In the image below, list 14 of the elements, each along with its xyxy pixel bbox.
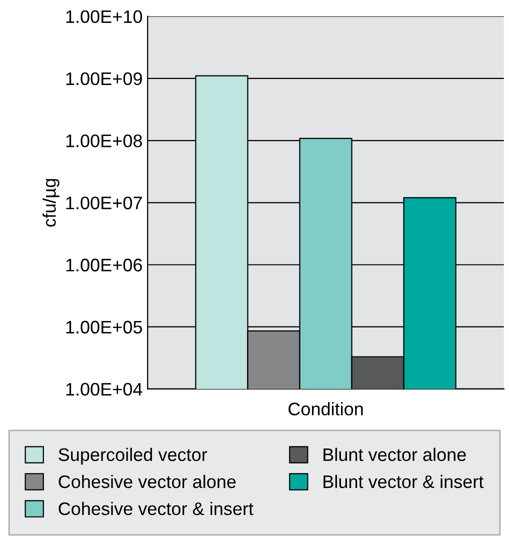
y-tick-label: 1.00E+07 (66, 196, 142, 210)
y-tick-label: 1.00E+04 (66, 382, 142, 396)
y-tick-label: 1.00E+09 (66, 72, 142, 86)
y-axis-title: cfu/µg (42, 179, 60, 227)
y-tick-label: 1.00E+06 (66, 258, 142, 272)
legend-label: Blunt vector & insert (324, 474, 484, 488)
y-tick-label: 1.00E+05 (66, 320, 142, 334)
legend-label: Cohesive vector alone (58, 474, 236, 488)
legend-label: Supercoiled vector (58, 448, 208, 465)
y-tick-label: 1.00E+08 (66, 134, 142, 148)
y-tick-label: 1.00E+10 (66, 10, 142, 24)
x-axis-title: Condition (288, 402, 363, 416)
legend-label: Cohesive vector & insert (58, 502, 254, 516)
legend-label: Blunt vector alone (324, 448, 466, 462)
